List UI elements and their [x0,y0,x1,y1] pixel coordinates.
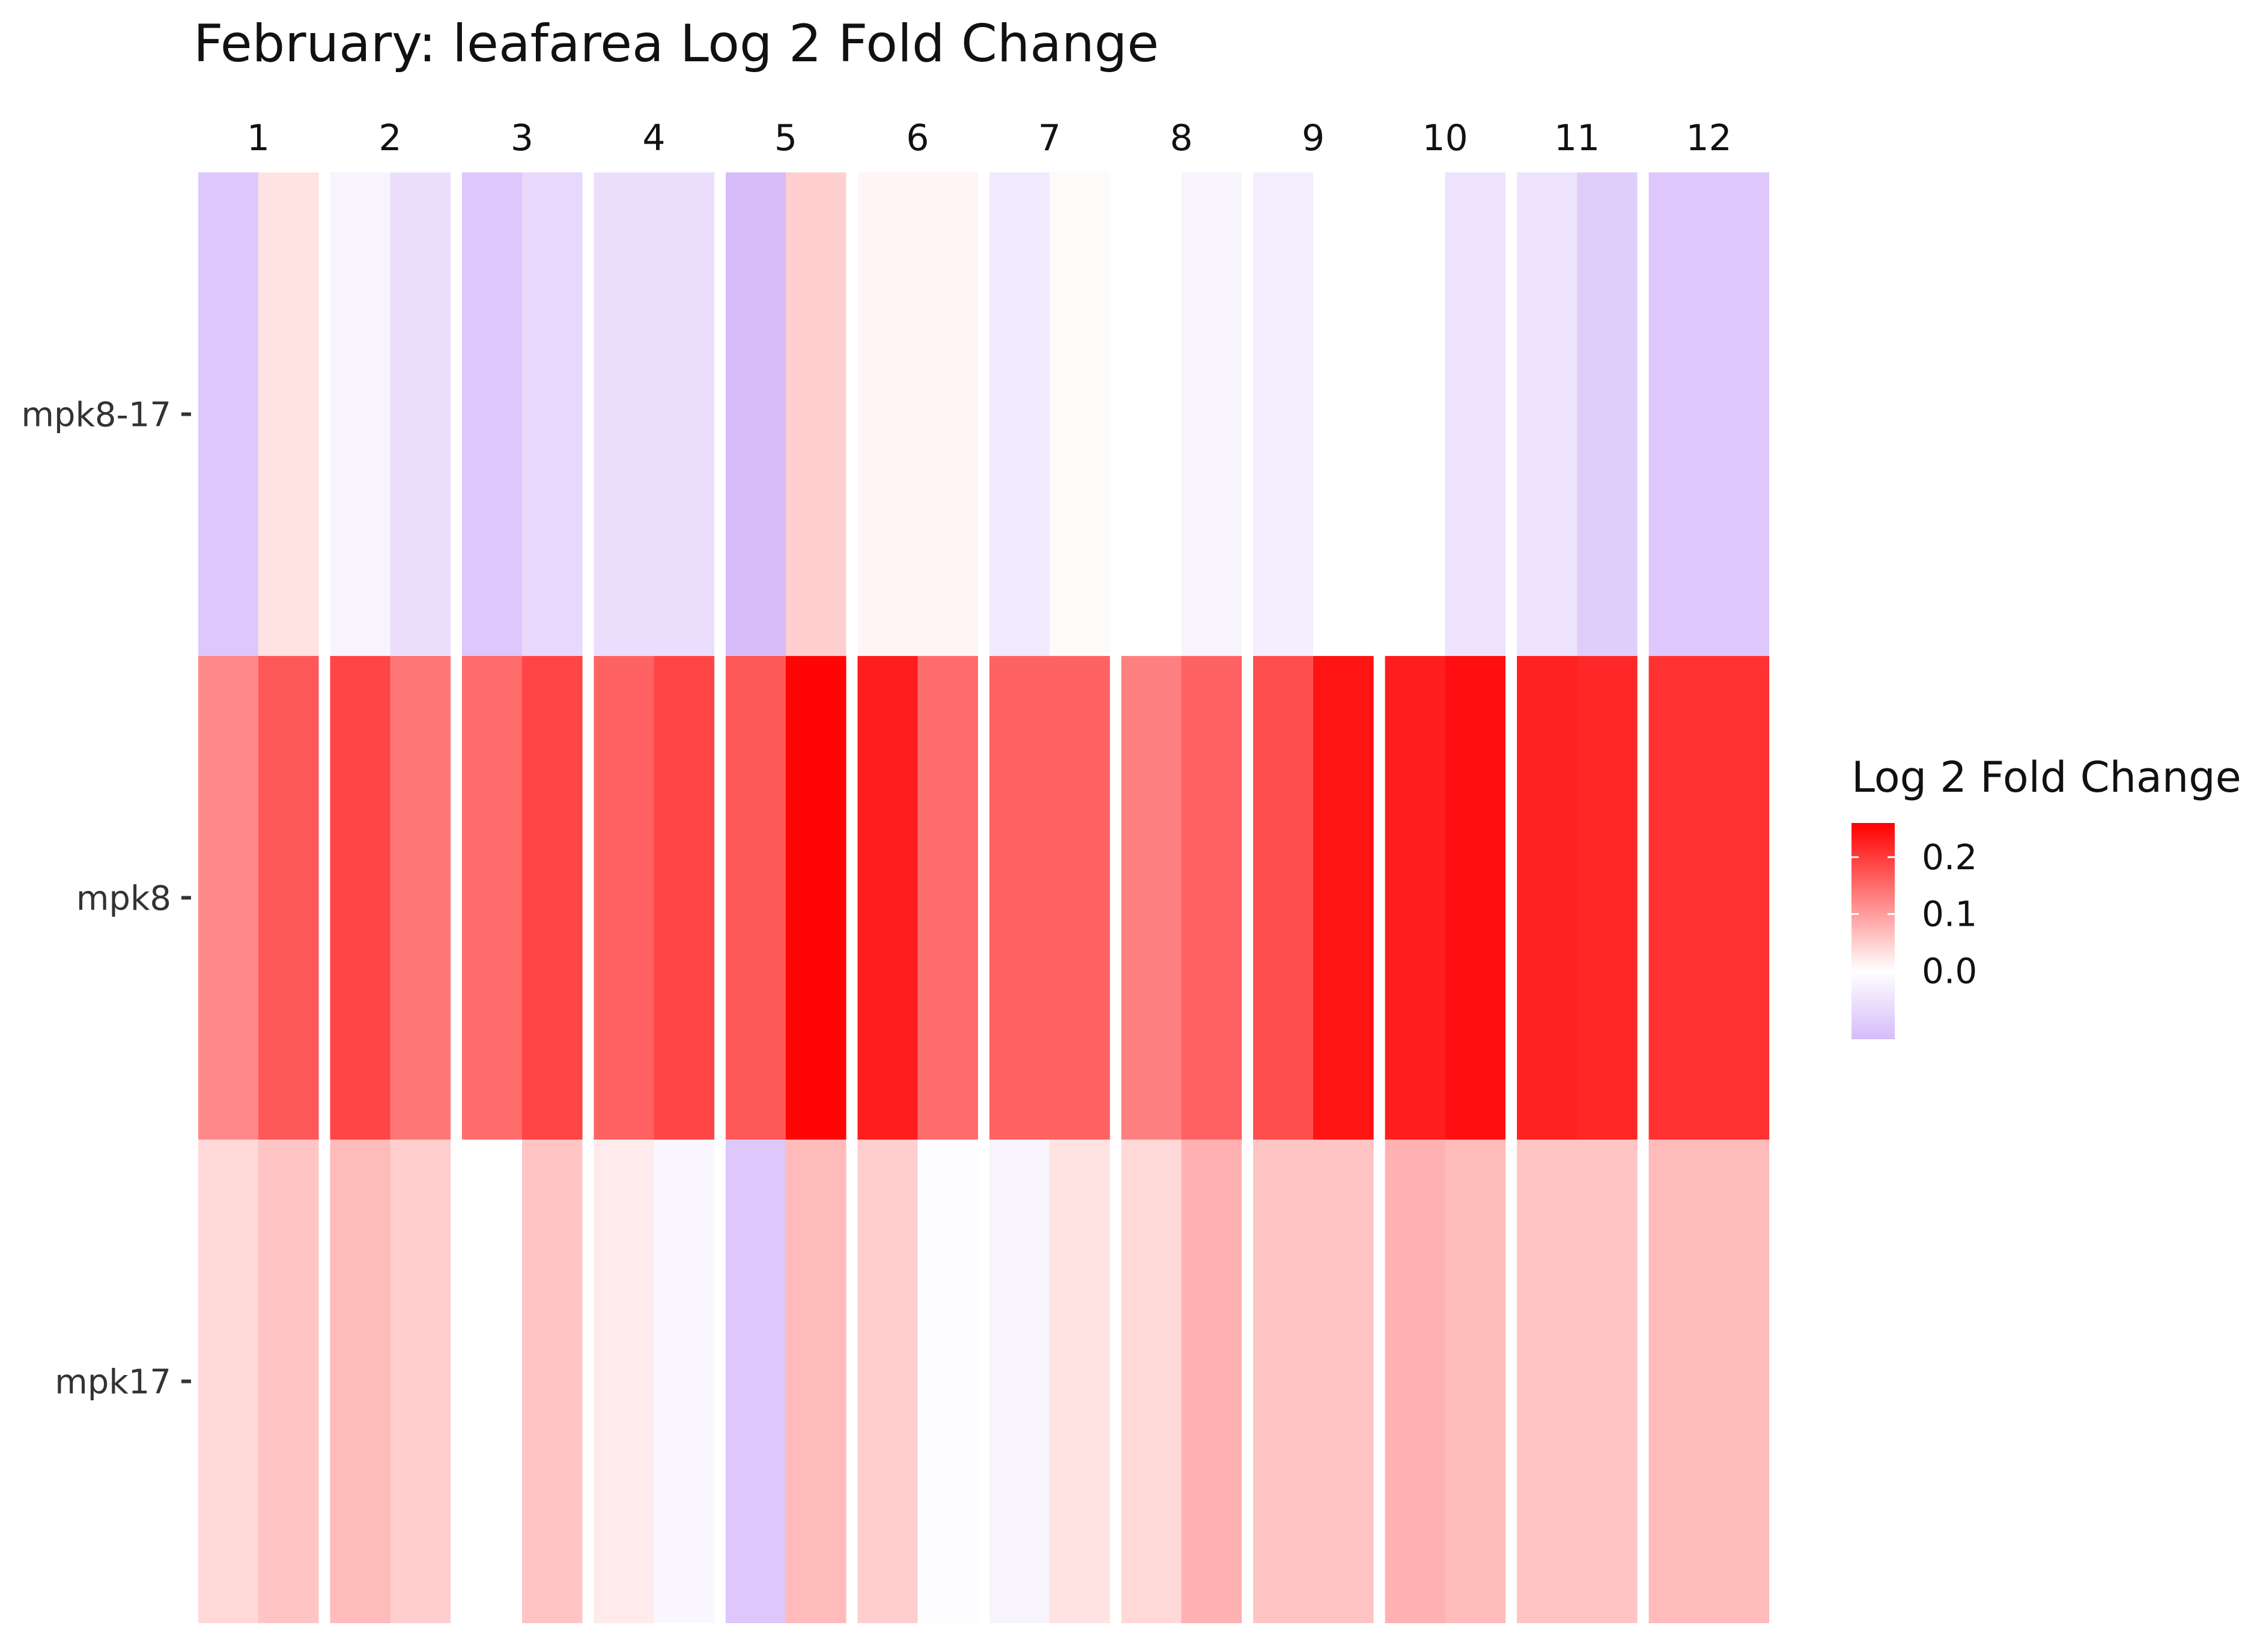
column-tick-label: 1 [247,117,270,159]
legend-ticks: 0.2 0.1 0.0 [1851,837,1977,991]
chart-title: February: leafarea Log 2 Fold Change [193,14,1159,74]
heatmap-cell [258,656,319,1140]
column-tick-label: 11 [1554,117,1600,159]
heatmap-cell [198,1140,259,1623]
heatmap-cell [726,1140,786,1623]
heatmap-cell [1181,1140,1242,1623]
row-tick-label: mpk8 [76,879,171,919]
heatmap-cell [726,172,786,656]
heatmap-cell [857,656,919,1140]
heatmap-cell [786,656,846,1140]
column-tick-label: 5 [774,117,797,159]
column-tick-label: 9 [1302,117,1325,159]
heatmap-cell [1121,172,1182,656]
heatmap-cell [1181,172,1242,656]
heatmap-cell [1313,172,1374,656]
row-tick-label: mpk8-17 [21,396,171,435]
heatmap-cell [857,1140,919,1623]
heatmap-cell [1253,656,1314,1140]
heatmap-cell [198,172,259,656]
heatmap-cell [1445,1140,1506,1623]
heatmap-cell [989,656,1050,1140]
heatmap-cell [390,656,451,1140]
heatmap-cell [1648,1140,1710,1623]
heatmap-cell [917,172,979,656]
column-tick-label: 6 [906,117,929,159]
heatmap-cell [522,656,583,1140]
heatmap-cell [857,172,919,656]
column-tick-label: 7 [1038,117,1061,159]
heatmap-cell [1577,1140,1638,1623]
heatmap-cell [1121,1140,1182,1623]
heatmap-cell [462,172,523,656]
heatmap-cell [390,1140,451,1623]
color-legend: Log 2 Fold Change 0.2 0.1 0.0 [1851,753,2241,1039]
heatmap-cell [1253,172,1314,656]
legend-tick-label: 0.0 [1922,950,1977,991]
column-tick-label: 2 [378,117,401,159]
column-tick-label: 8 [1170,117,1192,159]
heatmap-cell [1517,172,1578,656]
row-tick-label: mpk17 [55,1363,171,1402]
column-tick-label: 3 [511,117,533,159]
heatmap-cell [1709,172,1770,656]
heatmap-cell [1050,1140,1110,1623]
heatmap-cell [1385,1140,1446,1623]
row-tick-labels: mpk8-17 mpk8 mpk17 [21,396,191,1402]
heatmap-cell [1709,656,1770,1140]
heatmap-cell [1517,1140,1578,1623]
heatmap-cell [654,656,715,1140]
column-tick-labels: 1 2 3 4 5 6 7 8 9 10 11 12 [247,117,1732,159]
column-tick-label: 10 [1422,117,1468,159]
heatmap-cell [786,1140,846,1623]
heatmap-cell [390,172,451,656]
heatmap-cell [1385,656,1446,1140]
heatmap-cell [1445,172,1506,656]
heatmap-cell [1313,1140,1374,1623]
heatmap-cell [330,172,391,656]
heatmap-cell [917,656,979,1140]
heatmap-cell [786,172,846,656]
legend-tick-label: 0.1 [1922,894,1977,935]
heatmap-cell [1181,656,1242,1140]
heatmap-cell [594,1140,655,1623]
heatmap-cell [1577,656,1638,1140]
heatmap-cell [1385,172,1446,656]
heatmap-cell [989,172,1050,656]
heatmap-cell [654,172,715,656]
heatmap-cell [462,656,523,1140]
heatmap-cell [258,172,319,656]
heatmap-cell [522,1140,583,1623]
heatmap-cell [917,1140,979,1623]
heatmap-cell [1313,656,1374,1140]
legend-title: Log 2 Fold Change [1851,753,2241,802]
heatmap-cell [1648,172,1710,656]
heatmap-cell [522,172,583,656]
heatmap-cell [462,1140,523,1623]
column-tick-label: 12 [1686,117,1731,159]
heatmap-cell [330,1140,391,1623]
heatmap-cell [1445,656,1506,1140]
heatmap-cell [1517,656,1578,1140]
heatmap-cell [1709,1140,1770,1623]
heatmap-cell [1050,656,1110,1140]
heatmap-cell [594,656,655,1140]
legend-tick-label: 0.2 [1922,837,1977,878]
heatmap-cell [258,1140,319,1623]
heatmap-cell [594,172,655,656]
heatmap-cell [654,1140,715,1623]
column-tick-label: 4 [642,117,665,159]
heatmap-cell [1577,172,1638,656]
heatmap-cell [198,656,259,1140]
heatmap-cell [1050,172,1110,656]
legend-colorbar [1851,823,1895,1039]
heatmap-cell [1648,656,1710,1140]
heatmap-cell [1253,1140,1314,1623]
heatmap-cells [198,172,1770,1623]
heatmap-cell [726,656,786,1140]
heatmap-cell [1121,656,1182,1140]
heatmap-cell [330,656,391,1140]
heatmap-cell [989,1140,1050,1623]
